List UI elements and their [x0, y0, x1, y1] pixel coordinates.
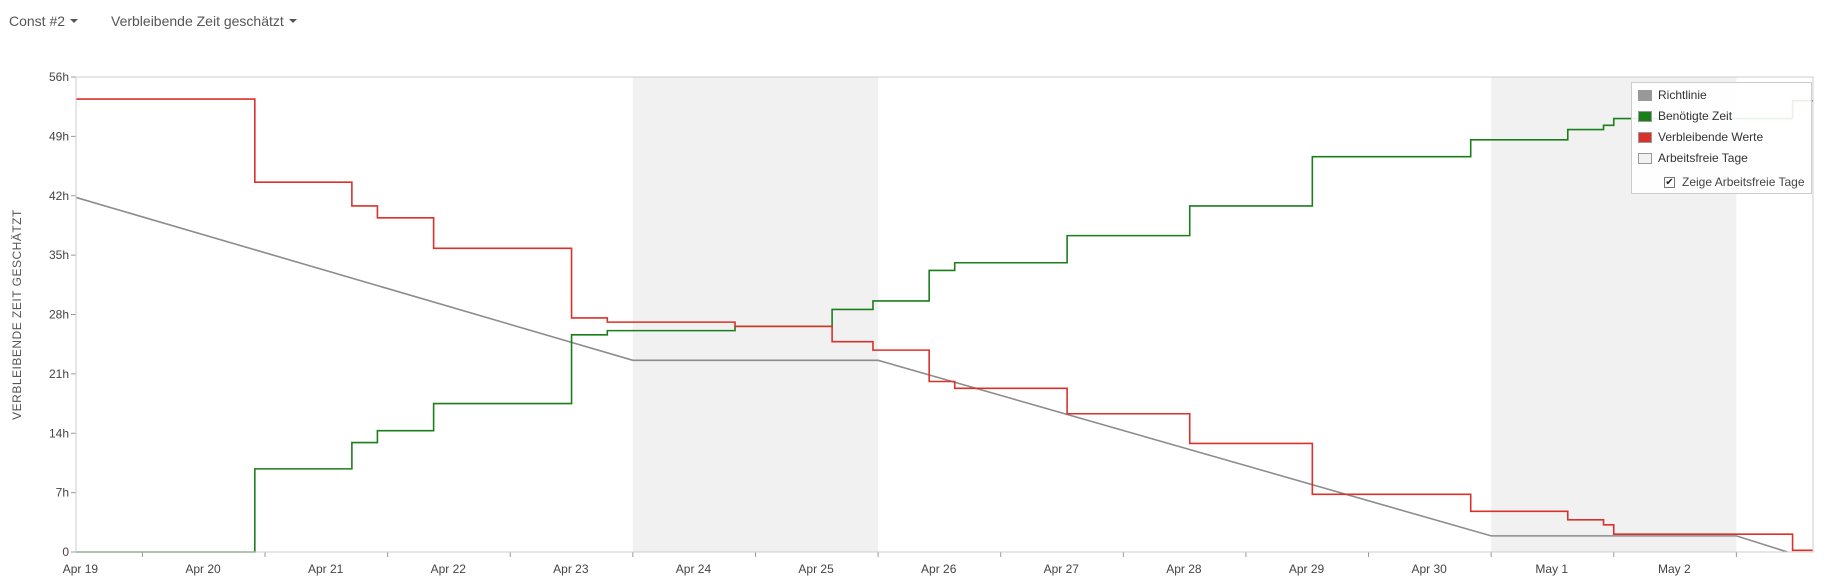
legend-item-verbleibende-werte[interactable]: Verbleibende Werte — [1638, 129, 1763, 145]
legend-label: Arbeitsfreie Tage — [1658, 151, 1748, 165]
x-tick-label: Apr 30 — [1411, 562, 1447, 576]
y-tick-label: 21h — [49, 367, 69, 381]
series-lines — [75, 98, 1813, 553]
y-tick-label: 35h — [49, 248, 69, 262]
y-tick-label: 28h — [49, 308, 69, 322]
x-axis: Apr 19 Apr 20 Apr 21 Apr 22 Apr 23 Apr 24 Apr … — [63, 551, 1813, 576]
metric-dropdown[interactable]: Verbleibende Zeit geschätzt — [111, 13, 297, 29]
x-tick-label: Apr 27 — [1044, 562, 1080, 576]
legend-swatch-arbeitsfreie-tage — [1638, 152, 1652, 164]
y-axis-title: VERBLEIBENDE ZEIT GESCHÄTZT — [10, 209, 24, 420]
series-line-ben-tigte-zeit — [76, 99, 1813, 553]
legend-label: Verbleibende Werte — [1658, 130, 1764, 144]
legend-item-richtlinie[interactable]: Richtlinie — [1638, 87, 1707, 103]
x-tick-label: Apr 29 — [1289, 562, 1325, 576]
x-tick-label: Apr 19 — [63, 562, 99, 576]
series-line-verbleibende-werte — [76, 98, 1813, 552]
x-tick-label: Apr 21 — [308, 562, 344, 576]
y-tick-label: 0 — [62, 545, 69, 559]
non-working-bands — [632, 77, 1737, 552]
sprint-dropdown-label: Const #2 — [9, 13, 66, 29]
show-non-working-days-toggle[interactable]: ✔ Zeige Arbeitsfreie Tage — [1664, 175, 1805, 189]
x-tick-label: Apr 28 — [1166, 562, 1202, 576]
legend-swatch-benoetigte-zeit — [1638, 110, 1652, 122]
sprint-dropdown[interactable]: Const #2 — [9, 13, 79, 29]
y-tick-label: 42h — [49, 189, 69, 203]
x-tick-label: Apr 23 — [553, 562, 589, 576]
chart-legend: Richtlinie Benötigte Zeit Verbleibende W… — [1631, 82, 1812, 194]
y-tick-label: 7h — [56, 486, 69, 500]
legend-label: Richtlinie — [1658, 88, 1707, 102]
metric-dropdown-label: Verbleibende Zeit geschätzt — [111, 13, 284, 29]
chevron-down-icon — [70, 19, 79, 23]
x-tick-label: May 1 — [1535, 562, 1568, 576]
y-axis: 0 7h 14h 21h 28h 35h 42h 49h 56h — [49, 70, 76, 559]
toolbar: Const #2 Verbleibende Zeit geschätzt — [0, 0, 1826, 50]
legend-item-benoetigte-zeit[interactable]: Benötigte Zeit — [1638, 108, 1732, 124]
x-tick-label: Apr 24 — [676, 562, 712, 576]
series-line-richtlinie — [75, 196, 1788, 553]
non-working-band — [632, 77, 879, 552]
y-tick-label: 49h — [49, 129, 69, 143]
y-tick-label: 14h — [49, 426, 69, 440]
x-tick-label: Apr 25 — [798, 562, 834, 576]
legend-swatch-verbleibende-werte — [1638, 131, 1652, 143]
y-tick-label: 56h — [49, 70, 69, 84]
plot-frame — [75, 76, 1814, 553]
checkbox-icon[interactable]: ✔ — [1664, 176, 1675, 188]
legend-swatch-richtlinie — [1638, 89, 1652, 101]
x-tick-label: Apr 20 — [185, 562, 221, 576]
chevron-down-icon — [288, 19, 297, 23]
legend-label: Benötigte Zeit — [1658, 109, 1733, 123]
legend-item-arbeitsfreie-tage[interactable]: Arbeitsfreie Tage — [1638, 150, 1748, 166]
x-tick-label: Apr 26 — [921, 562, 957, 576]
x-tick-label: May 2 — [1658, 562, 1691, 576]
x-tick-label: Apr 22 — [431, 562, 467, 576]
checkbox-label: Zeige Arbeitsfreie Tage — [1682, 175, 1805, 189]
